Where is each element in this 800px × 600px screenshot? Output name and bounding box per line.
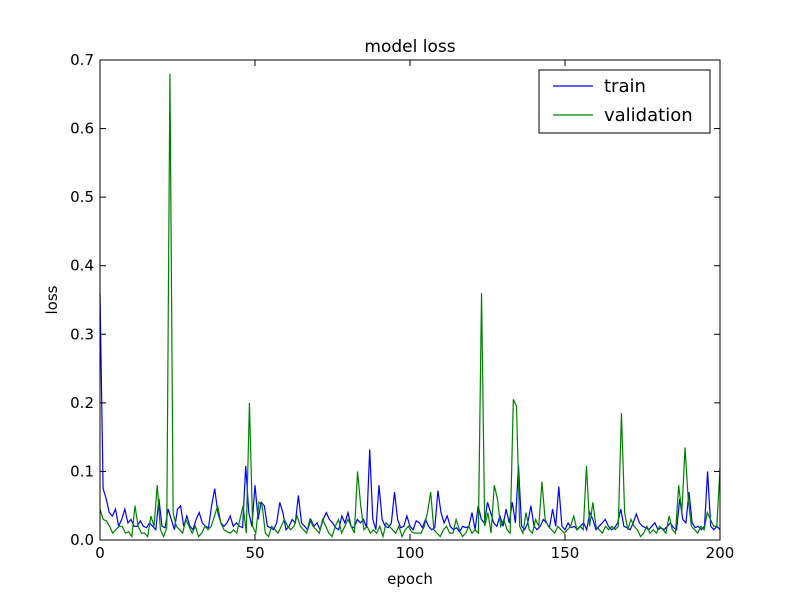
- plot-background: [100, 60, 720, 540]
- y-tick-label: 0.0: [70, 531, 94, 549]
- y-axis-label: loss: [43, 285, 61, 314]
- y-tick-label: 0.4: [70, 257, 94, 275]
- legend: train validation: [538, 69, 711, 134]
- x-axis-label: epoch: [387, 570, 433, 588]
- series-line-validation: [99, 73, 721, 539]
- legend-label-validation: validation: [604, 105, 693, 126]
- y-tick-label: 0.3: [70, 325, 94, 343]
- x-tick-label: 150: [551, 544, 580, 562]
- legend-label-train: train: [604, 76, 646, 97]
- y-tick-label: 0.7: [70, 51, 94, 69]
- chart-title: model loss: [364, 37, 455, 57]
- x-tick-label: 0: [95, 544, 105, 562]
- x-tick-label: 50: [245, 544, 264, 562]
- ticks-layer: 0 50 100 150 200 0.0 0.1 0.2 0.3 0.4 0.5 0.6 0.7: [70, 51, 734, 562]
- x-tick-label: 200: [706, 544, 735, 562]
- legend-box: [538, 69, 711, 134]
- y-tick-label: 0.1: [70, 462, 94, 480]
- series-line-train: [99, 293, 721, 533]
- x-tick-label: 100: [396, 544, 425, 562]
- series-layer: [99, 73, 721, 539]
- y-tick-label: 0.2: [70, 394, 94, 412]
- y-tick-label: 0.6: [70, 120, 94, 138]
- y-tick-label: 0.5: [70, 188, 94, 206]
